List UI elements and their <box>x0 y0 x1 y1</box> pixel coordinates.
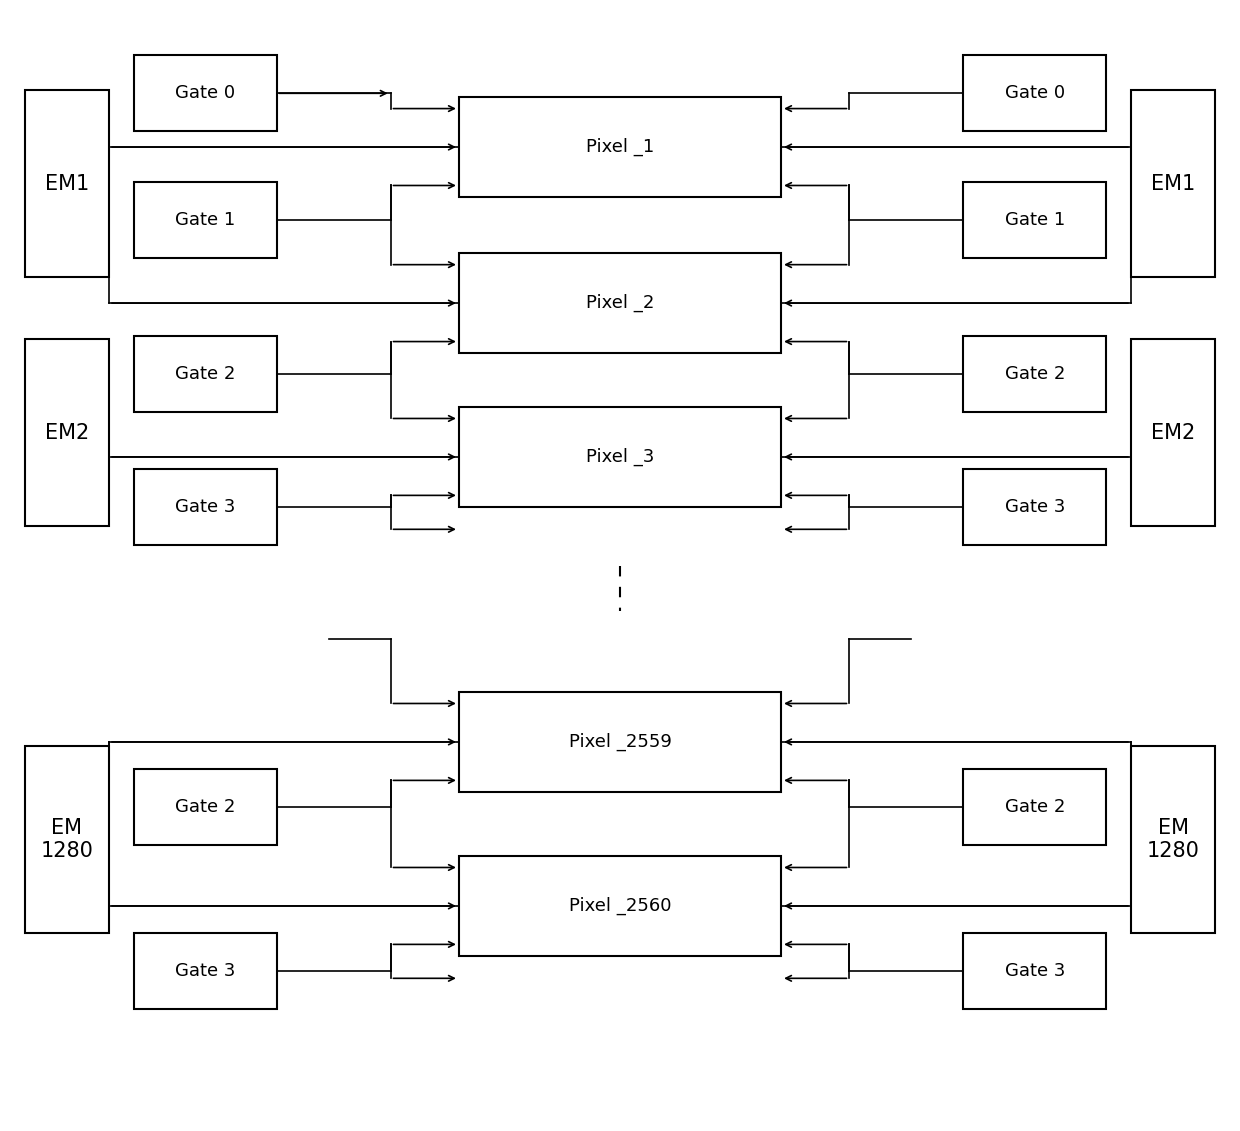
Text: Gate 2: Gate 2 <box>175 365 236 382</box>
Text: EM1: EM1 <box>45 174 89 193</box>
FancyBboxPatch shape <box>963 769 1106 845</box>
FancyBboxPatch shape <box>134 55 277 131</box>
FancyBboxPatch shape <box>25 746 109 933</box>
Text: Gate 2: Gate 2 <box>1004 365 1065 382</box>
FancyBboxPatch shape <box>963 933 1106 1009</box>
FancyBboxPatch shape <box>963 55 1106 131</box>
Text: Gate 3: Gate 3 <box>1004 962 1065 979</box>
FancyBboxPatch shape <box>459 856 781 956</box>
Text: Pixel _2559: Pixel _2559 <box>569 733 671 751</box>
Text: Gate 2: Gate 2 <box>175 798 236 815</box>
FancyBboxPatch shape <box>459 692 781 792</box>
Text: Gate 1: Gate 1 <box>1004 211 1065 228</box>
Text: EM
1280: EM 1280 <box>1147 818 1199 862</box>
Text: Gate 1: Gate 1 <box>175 211 236 228</box>
Text: Pixel _3: Pixel _3 <box>585 448 655 466</box>
Text: Gate 3: Gate 3 <box>175 499 236 516</box>
Text: Pixel _1: Pixel _1 <box>585 138 655 156</box>
FancyBboxPatch shape <box>25 339 109 526</box>
Text: Gate 2: Gate 2 <box>1004 798 1065 815</box>
FancyBboxPatch shape <box>459 97 781 197</box>
Text: EM
1280: EM 1280 <box>41 818 93 862</box>
FancyBboxPatch shape <box>1131 339 1215 526</box>
Text: EM2: EM2 <box>1151 423 1195 442</box>
FancyBboxPatch shape <box>134 933 277 1009</box>
Text: Pixel _2: Pixel _2 <box>585 294 655 312</box>
Text: Gate 3: Gate 3 <box>175 962 236 979</box>
FancyBboxPatch shape <box>134 769 277 845</box>
FancyBboxPatch shape <box>963 336 1106 412</box>
FancyBboxPatch shape <box>134 182 277 258</box>
FancyBboxPatch shape <box>963 182 1106 258</box>
FancyBboxPatch shape <box>459 253 781 353</box>
FancyBboxPatch shape <box>459 407 781 507</box>
Text: EM2: EM2 <box>45 423 89 442</box>
FancyBboxPatch shape <box>25 90 109 277</box>
FancyBboxPatch shape <box>1131 90 1215 277</box>
FancyBboxPatch shape <box>134 336 277 412</box>
Text: Pixel _2560: Pixel _2560 <box>569 897 671 915</box>
Text: Gate 0: Gate 0 <box>1004 85 1065 102</box>
Text: Gate 0: Gate 0 <box>175 85 236 102</box>
FancyBboxPatch shape <box>1131 746 1215 933</box>
Text: Gate 3: Gate 3 <box>1004 499 1065 516</box>
Text: EM1: EM1 <box>1151 174 1195 193</box>
FancyBboxPatch shape <box>963 469 1106 545</box>
FancyBboxPatch shape <box>134 469 277 545</box>
